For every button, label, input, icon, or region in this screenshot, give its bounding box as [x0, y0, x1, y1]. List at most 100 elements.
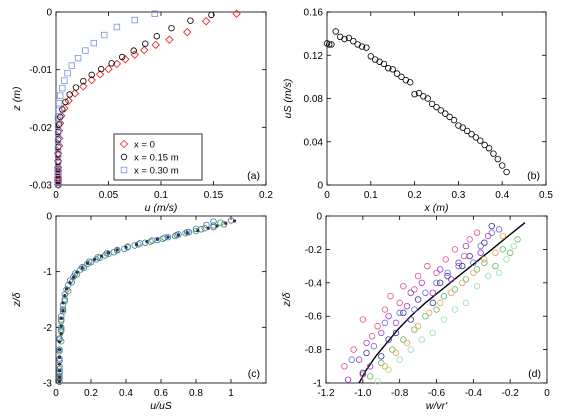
data-point — [385, 65, 392, 72]
data-point — [473, 266, 481, 273]
data-point — [99, 254, 104, 258]
data-point — [389, 346, 396, 353]
data-point — [57, 375, 62, 380]
panel-label: (b) — [527, 170, 540, 182]
data-point — [446, 113, 453, 121]
data-point — [503, 168, 510, 176]
data-point — [63, 294, 67, 298]
data-point — [428, 100, 436, 108]
data-point — [57, 362, 62, 366]
data-point — [332, 28, 339, 35]
data-point — [499, 232, 506, 240]
data-point — [183, 28, 192, 37]
data-point — [358, 43, 366, 50]
data-point — [473, 282, 481, 290]
data-point — [82, 47, 89, 54]
data-point — [448, 276, 455, 283]
data-point — [88, 71, 95, 79]
data-point — [153, 33, 160, 40]
data-point — [503, 256, 510, 263]
data-point — [62, 98, 69, 106]
data-point — [118, 53, 126, 61]
data-point — [56, 368, 63, 376]
data-point — [345, 34, 353, 42]
data-point — [459, 124, 466, 131]
data-point — [60, 104, 69, 113]
data-point — [473, 229, 481, 236]
data-point — [130, 50, 139, 59]
data-point — [151, 10, 158, 17]
data-point — [414, 323, 422, 330]
data-point — [363, 44, 370, 51]
legend-marker — [120, 166, 128, 174]
x-tick-label: 1 — [228, 388, 234, 399]
data-point — [85, 261, 90, 265]
data-point — [113, 23, 121, 31]
data-point — [477, 137, 484, 144]
data-point — [378, 353, 385, 360]
data-point — [400, 282, 407, 290]
x-tick-label: 0 — [324, 190, 330, 201]
data-point — [131, 16, 138, 24]
data-point — [64, 96, 73, 105]
data-point — [392, 349, 400, 357]
data-point — [185, 231, 189, 235]
data-point — [485, 145, 493, 152]
data-point — [96, 254, 103, 261]
data-point — [477, 242, 484, 250]
series-3 — [54, 10, 158, 188]
data-point — [104, 64, 113, 74]
data-point — [492, 262, 499, 270]
data-point — [65, 287, 72, 295]
data-point — [433, 279, 440, 286]
data-point — [481, 239, 488, 246]
panel-b: 0 0.1 0.2 0.3 0.4 0.5 0 0.04 0.08 0.12 0.16 x (m) uS… — [282, 8, 553, 215]
data-point — [68, 281, 72, 285]
y-tick-label: 0.12 — [304, 51, 324, 62]
y-tick-label: 0 — [46, 8, 52, 19]
data-point — [429, 289, 437, 297]
data-point — [444, 269, 451, 276]
data-point — [481, 141, 488, 149]
x-tick-label: 0.4 — [495, 190, 509, 201]
y-tick-label: -0.2 — [305, 245, 323, 256]
data-point — [436, 299, 444, 307]
y-tick-label: -0.03 — [29, 181, 52, 192]
data-point — [389, 66, 396, 73]
data-point — [54, 122, 62, 129]
data-point — [392, 319, 400, 327]
data-point — [55, 99, 63, 107]
data-point — [381, 319, 389, 327]
x-tick-label: 0.3 — [451, 190, 465, 201]
data-point — [59, 316, 63, 321]
data-point — [66, 91, 73, 98]
data-point — [481, 259, 488, 266]
y-tick-label: -3 — [43, 379, 52, 390]
data-point — [54, 173, 62, 180]
data-point — [488, 222, 495, 230]
x-tick-label: -0.4 — [465, 388, 483, 399]
x-tick-label: 0 — [544, 388, 550, 399]
x-axis-label: u (m/s) — [145, 202, 178, 214]
data-point — [484, 232, 492, 240]
data-point — [462, 242, 470, 250]
data-point — [451, 246, 459, 253]
data-point — [201, 17, 211, 26]
data-point — [171, 232, 179, 240]
data-point — [232, 219, 237, 223]
data-point — [400, 336, 407, 343]
data-point — [70, 273, 77, 280]
data-point — [429, 329, 437, 337]
data-point — [459, 279, 466, 286]
data-point — [514, 236, 521, 243]
x-tick-label: 0.05 — [99, 190, 119, 201]
data-point — [440, 316, 448, 323]
legend: x = 0 x = 0.15 m x = 0.30 m — [113, 133, 203, 181]
panel-c: 0 0.2 0.4 0.6 0.8 1 -3 -2 -1 0 u/uS z/δ (c) — [11, 212, 267, 412]
x-tick-label: 0.4 — [119, 388, 133, 399]
data-point — [134, 242, 139, 246]
data-point — [54, 152, 62, 159]
data-point — [114, 247, 121, 254]
data-point — [55, 107, 63, 114]
series-3 — [56, 218, 217, 376]
